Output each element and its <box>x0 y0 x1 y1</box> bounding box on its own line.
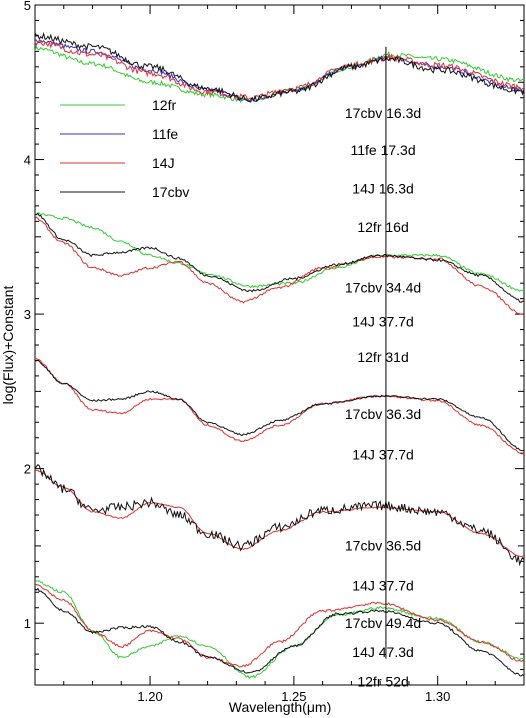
legend: 12fr 11fe 14J 17cbv <box>60 97 189 200</box>
spectrum-epoch-annotation: 12fr 52d <box>357 674 408 690</box>
spectrum-epoch-annotation: 17cbv 49.4d <box>345 615 421 631</box>
spectrum-epoch-annotation: 17cbv 36.5d <box>345 538 421 554</box>
spectrum-epoch-annotation: 14J 37.7d <box>352 578 414 594</box>
legend-label-14J: 14J <box>152 155 175 171</box>
x-tick-label: 1.30 <box>425 689 450 704</box>
series-line-14J-epoch-4 <box>34 469 524 558</box>
spectrum-epoch-annotation: 17cbv 36.3d <box>345 406 421 422</box>
y-tick-label: 5 <box>24 0 31 13</box>
legend-label-12fr: 12fr <box>152 97 176 113</box>
spectrum-epoch-annotation: 14J 37.7d <box>352 446 414 462</box>
plot-frame <box>34 4 525 686</box>
legend-label-11fe: 11fe <box>152 126 178 142</box>
series-line-17cbv-epoch-2 <box>34 212 525 303</box>
spectrum-epoch-annotation: 14J 47.3d <box>352 644 414 660</box>
y-tick-label: 1 <box>24 616 31 631</box>
x-tick-label: 1.20 <box>137 689 162 704</box>
series-line-12fr-epoch-5 <box>34 580 525 680</box>
spectrum-epoch-annotation: 17cbv 16.3d <box>345 105 421 121</box>
legend-label-17cbv: 17cbv <box>152 184 189 200</box>
y-tick-label: 4 <box>24 153 31 168</box>
series-line-17cbv-epoch-1 <box>34 31 525 103</box>
annotations: 17cbv 16.3d 11fe 17.3d 14J 16.3d 12fr 16d 17… <box>345 105 421 690</box>
spectrum-epoch-annotation: 11fe 17.3d <box>350 142 415 158</box>
x-tick-label: 1.25 <box>281 689 306 704</box>
series-layer <box>34 31 525 680</box>
series-line-14J-epoch-3 <box>34 358 525 455</box>
spectrum-epoch-annotation: 12fr 16d <box>357 219 408 235</box>
series-line-14J-epoch-5 <box>34 584 525 668</box>
y-tick-label: 2 <box>24 462 31 477</box>
spectrum-epoch-annotation: 14J 37.7d <box>352 313 414 329</box>
x-axis-label: Wavelength(μm) <box>229 699 331 715</box>
series-line-12fr-epoch-2 <box>34 212 525 292</box>
spectrum-epoch-annotation: 12fr 31d <box>357 349 408 365</box>
series-line-17cbv-epoch-5 <box>34 587 525 677</box>
y-tick-label: 3 <box>24 307 31 322</box>
series-line-17cbv-epoch-3 <box>34 359 525 452</box>
series-line-14J-epoch-1 <box>34 39 525 101</box>
spectrum-epoch-annotation: 14J 16.3d <box>352 181 414 197</box>
series-line-17cbv-epoch-4 <box>34 464 525 567</box>
y-axis-label: log(Flux)+Constant <box>0 286 16 405</box>
spectrum-epoch-annotation: 17cbv 34.4d <box>345 279 421 295</box>
axis-ticks: 1.20 1.25 1.30 1 2 3 4 5 <box>24 0 524 704</box>
series-line-14J-epoch-2 <box>34 216 525 315</box>
